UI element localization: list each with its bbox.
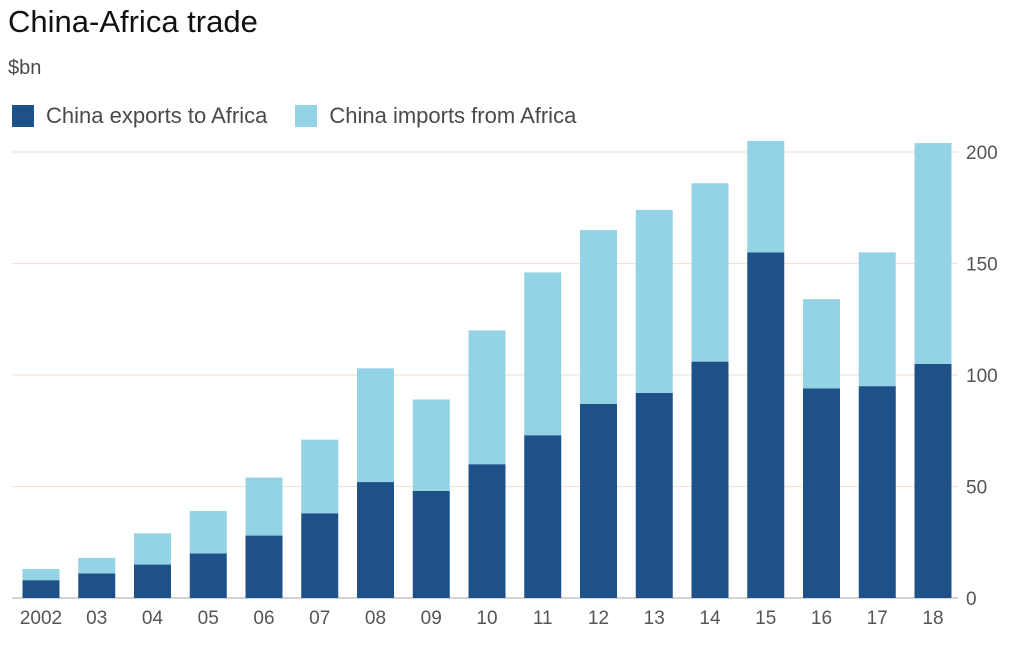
bar-imports xyxy=(691,183,729,362)
bar-exports xyxy=(245,535,283,598)
bar-exports xyxy=(134,564,171,598)
legend-label-imports: China imports from Africa xyxy=(329,103,577,128)
bar-imports xyxy=(580,230,617,404)
bar-imports xyxy=(245,477,283,536)
bar-exports xyxy=(22,580,60,598)
legend-swatch-exports xyxy=(12,105,34,127)
x-tick-label: 07 xyxy=(309,608,330,629)
legend-item-exports: China exports to Africa xyxy=(12,103,267,129)
x-tick-label: 16 xyxy=(811,608,832,629)
bar-imports xyxy=(803,299,840,389)
bar-exports xyxy=(468,464,506,598)
bar-exports xyxy=(691,361,729,598)
x-tick-label: 03 xyxy=(86,608,107,629)
y-tick-label: 0 xyxy=(966,589,977,610)
bar-imports xyxy=(134,533,171,565)
bar-exports xyxy=(78,573,116,598)
bar-imports xyxy=(635,209,673,393)
x-tick-label: 15 xyxy=(755,608,776,629)
x-tick-label: 13 xyxy=(644,608,665,629)
x-tick-label: 05 xyxy=(198,608,219,629)
y-tick-label: 200 xyxy=(966,143,998,164)
bar-exports xyxy=(803,388,840,598)
x-tick-label: 08 xyxy=(365,608,386,629)
bar-imports xyxy=(468,330,506,465)
x-tick-label: 06 xyxy=(253,608,274,629)
x-tick-label: 10 xyxy=(476,608,497,629)
x-tick-label: 14 xyxy=(699,608,721,629)
bar-exports xyxy=(357,482,394,598)
x-tick-label: 18 xyxy=(922,608,943,629)
y-tick-label: 100 xyxy=(966,366,998,387)
bar-exports xyxy=(747,252,785,598)
bar-exports xyxy=(635,392,673,598)
bar-imports xyxy=(357,368,394,483)
bar-exports xyxy=(301,513,339,598)
bar-imports xyxy=(22,569,60,581)
bar-imports xyxy=(301,439,339,514)
y-tick-label: 150 xyxy=(966,255,998,276)
x-tick-label: 04 xyxy=(142,608,164,629)
x-tick-label: 12 xyxy=(588,608,609,629)
bar-imports xyxy=(412,399,450,491)
bar-imports xyxy=(78,557,116,574)
legend-item-imports: China imports from Africa xyxy=(295,103,576,129)
bar-imports xyxy=(858,252,896,387)
x-tick-label: 11 xyxy=(533,608,553,629)
bar-imports xyxy=(189,511,227,554)
x-tick-label: 2002 xyxy=(20,608,62,629)
bar-imports xyxy=(747,140,785,253)
legend-label-exports: China exports to Africa xyxy=(46,103,268,128)
bar-imports xyxy=(914,143,952,364)
bar-exports xyxy=(858,386,896,598)
x-tick-label: 17 xyxy=(867,608,888,629)
legend: China exports to Africa China imports fr… xyxy=(12,103,604,129)
bar-exports xyxy=(580,403,617,598)
legend-swatch-imports xyxy=(295,105,318,127)
chart-unit: $bn xyxy=(8,57,42,79)
bar-exports xyxy=(412,490,450,598)
bar-exports xyxy=(914,363,952,598)
bar-exports xyxy=(524,435,562,598)
bar-imports xyxy=(524,272,562,436)
chart-title: China-Africa trade xyxy=(8,4,258,39)
x-tick-label: 09 xyxy=(421,608,442,629)
y-tick-label: 50 xyxy=(966,478,987,499)
bar-exports xyxy=(189,553,227,598)
